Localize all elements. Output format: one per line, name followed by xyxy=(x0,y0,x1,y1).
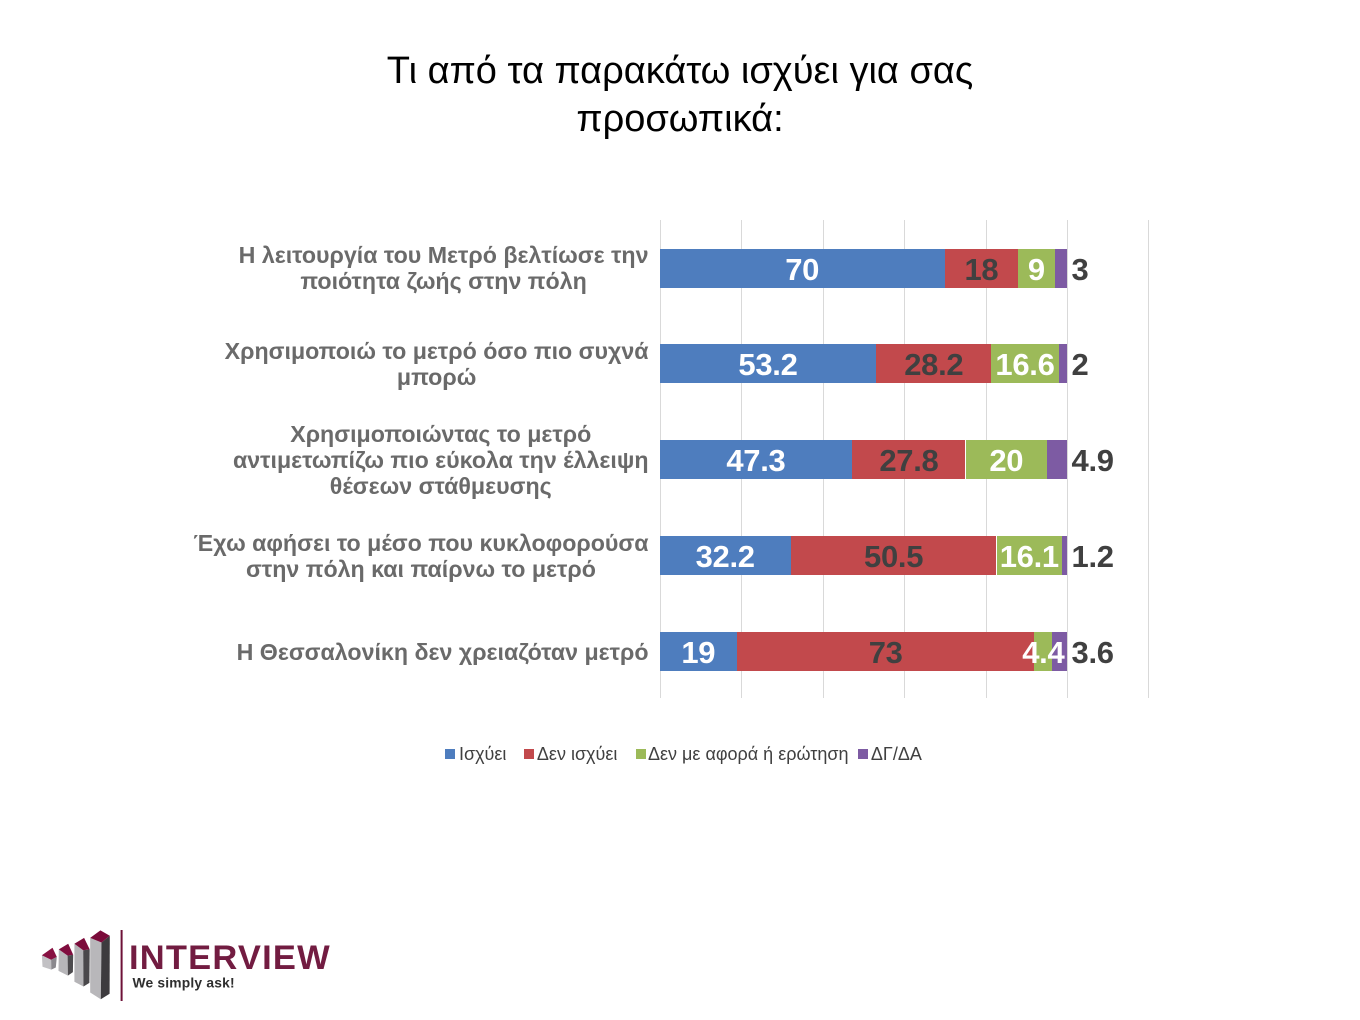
svg-text:We simply ask!: We simply ask! xyxy=(133,976,235,991)
svg-text:INTERVIEW: INTERVIEW xyxy=(129,939,331,977)
